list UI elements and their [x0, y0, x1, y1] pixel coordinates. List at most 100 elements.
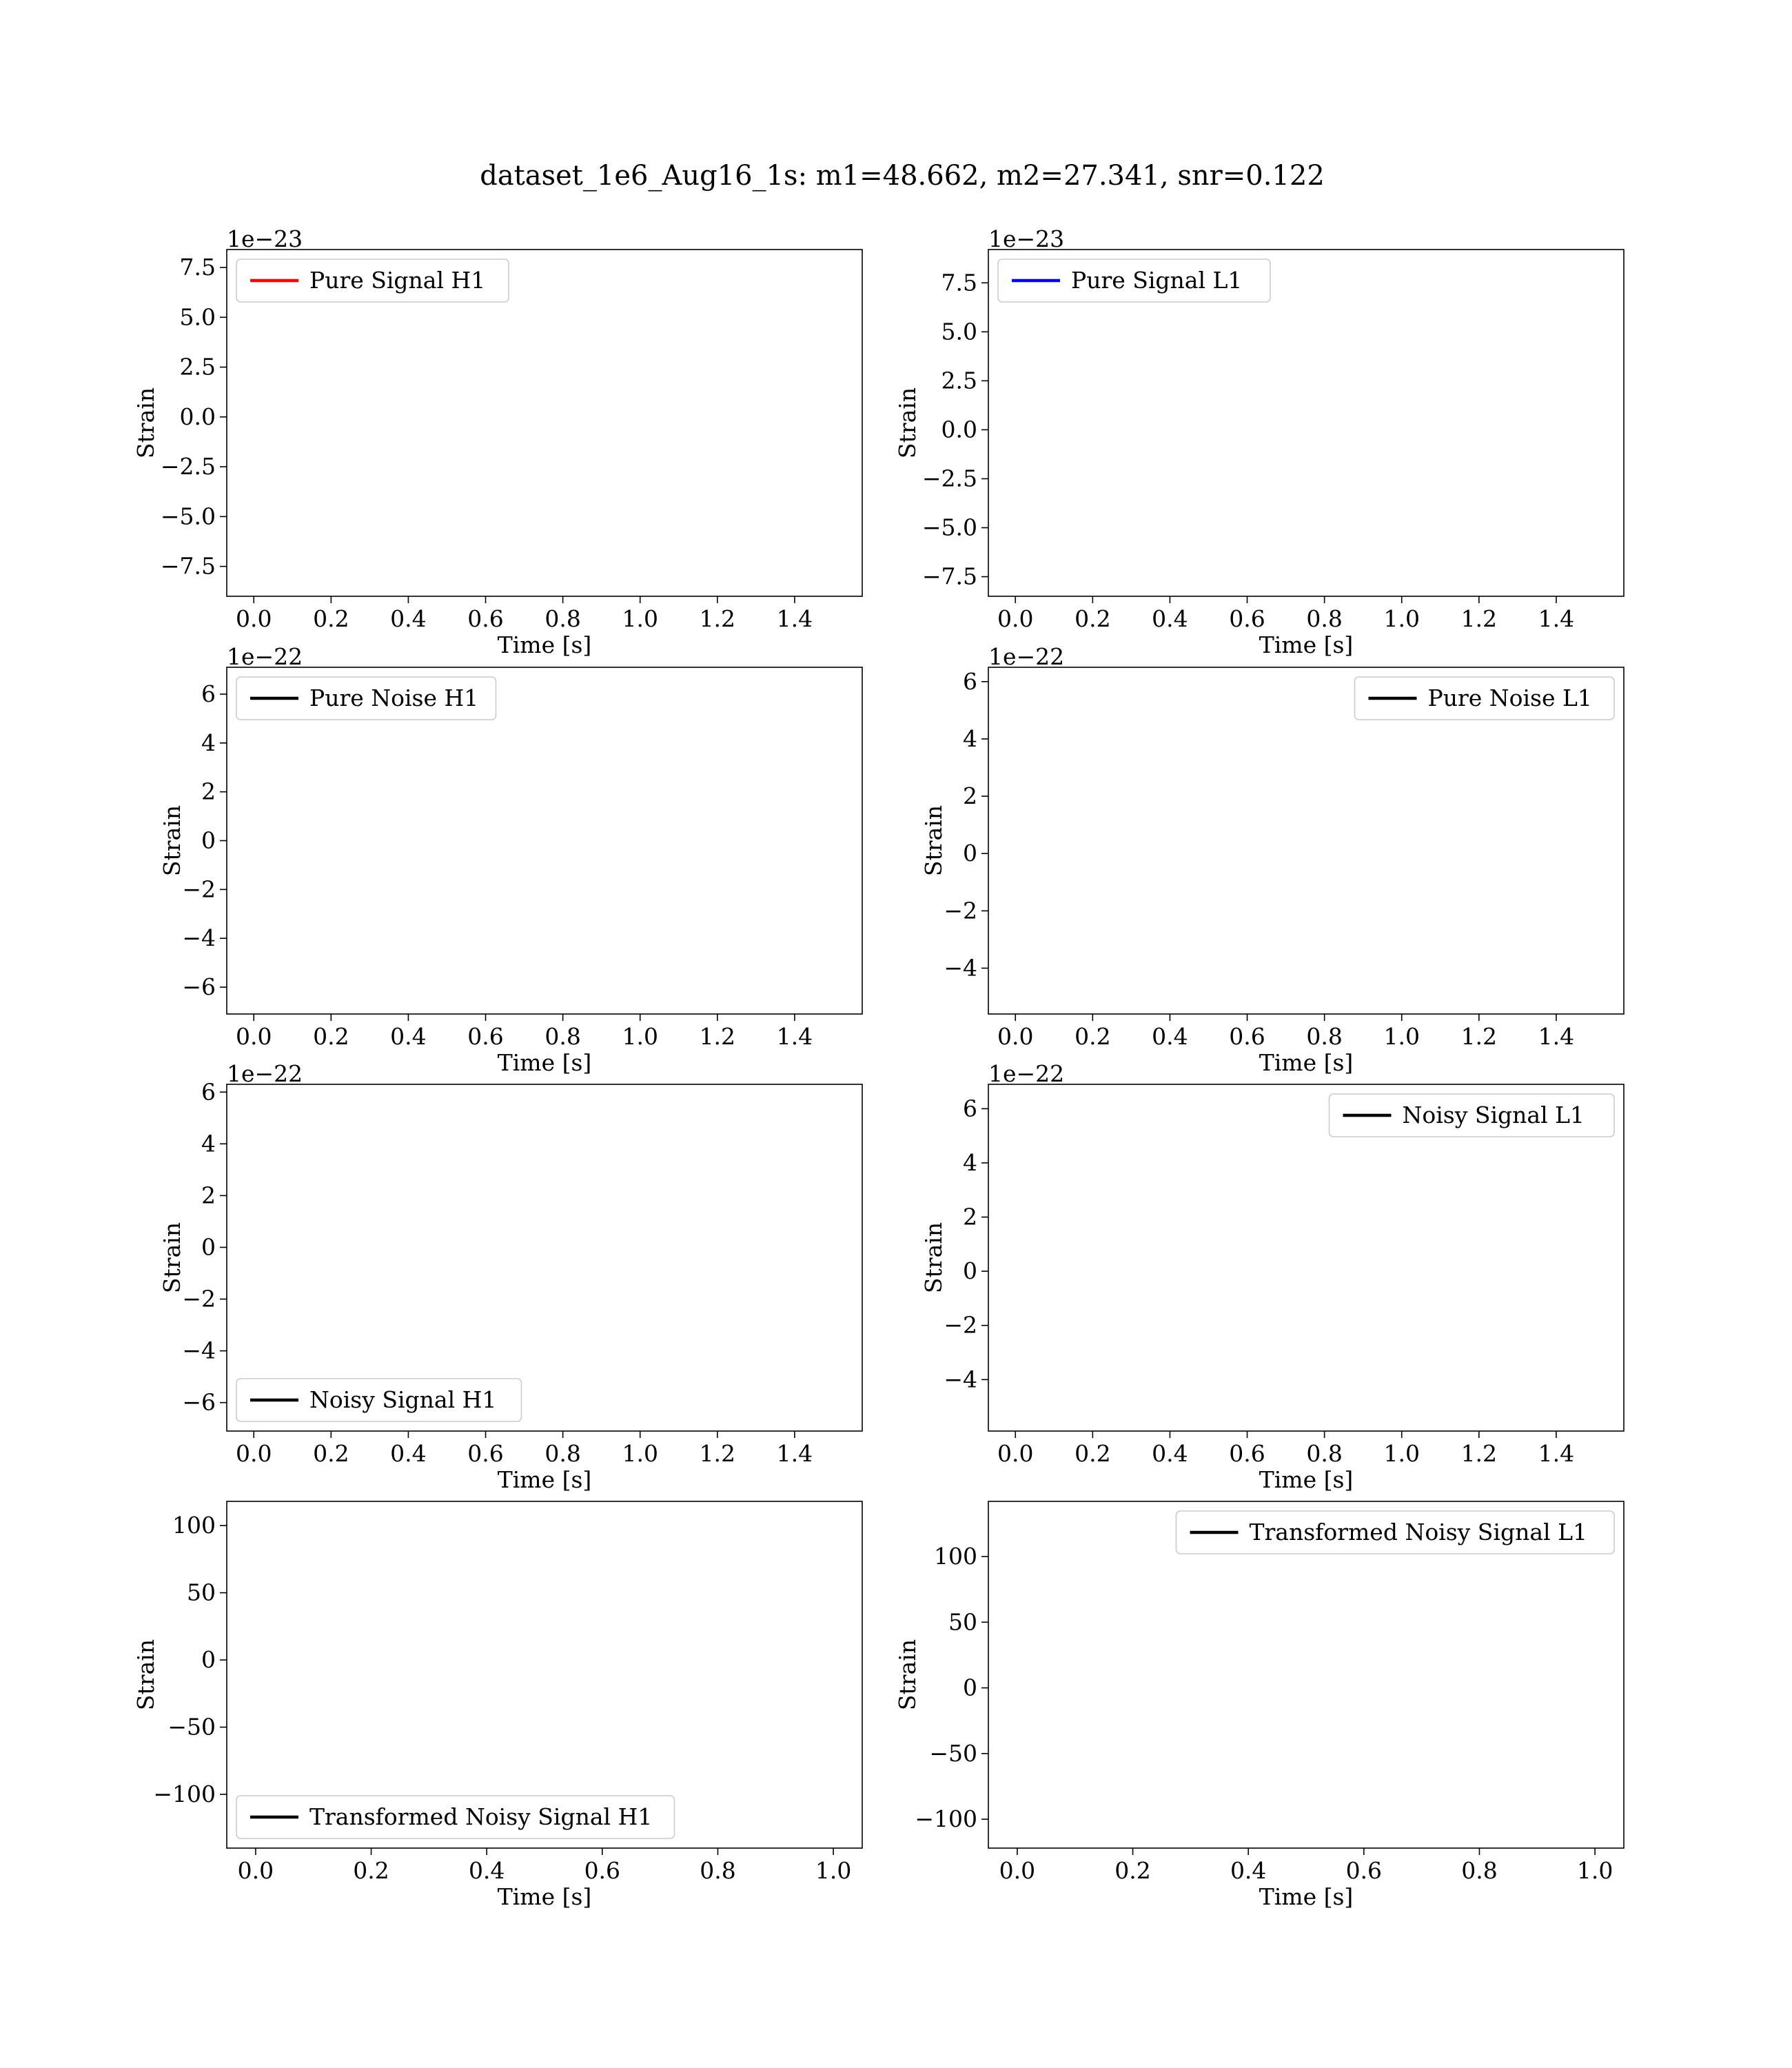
- pure-noise-h1-x-tick-label: 0.6: [467, 1023, 503, 1050]
- pure-signal-l1-x-ticks: 0.0 0.2 0.4 0.6 0.8 1.0 1.2 1.4: [997, 596, 1574, 632]
- noisy-signal-h1-y-tick-label: −6: [182, 1389, 216, 1416]
- pure-noise-h1-offset-label: 1e−22: [227, 643, 303, 670]
- transformed-noisy-signal-l1-y-tick-label: 0: [963, 1674, 977, 1701]
- subplot-grid: 0.0 0.2 0.4 0.6 0.8 1.0 1.2 1.4 −7.5 −5.0 −2.5 0.0 2…: [132, 225, 1625, 1910]
- noisy-signal-l1-x-ticks: 0.0 0.2 0.4 0.6 0.8 1.0 1.2 1.4: [997, 1431, 1574, 1467]
- noisy-signal-l1-y-tick-label: 0: [963, 1257, 977, 1284]
- transformed-noisy-signal-h1-x-ticks: 0.0 0.2 0.4 0.6 0.8 1.0: [238, 1848, 851, 1884]
- pure-noise-l1-y-tick-label: 6: [963, 668, 977, 695]
- transformed-noisy-signal-h1-x-tick-label: 0.6: [584, 1857, 620, 1884]
- noisy-signal-l1-y-axis-label: Strain: [920, 1222, 947, 1293]
- transformed-noisy-signal-h1-x-tick-label: 0.0: [238, 1857, 274, 1884]
- transformed-noisy-signal-h1-x-axis-label: Time [s]: [498, 1883, 592, 1910]
- noisy-signal-h1-x-tick-label: 1.4: [777, 1440, 813, 1467]
- pure-noise-h1-y-tick-label: 6: [201, 680, 216, 707]
- pure-signal-h1-y-axis-label: Strain: [132, 387, 159, 458]
- pure-signal-h1-x-tick-label: 1.2: [700, 605, 735, 632]
- pure-noise-l1-x-tick-label: 0.0: [997, 1023, 1033, 1050]
- noisy-signal-l1-y-tick-label: −4: [944, 1366, 977, 1392]
- pure-noise-l1-x-tick-label: 0.2: [1075, 1023, 1110, 1050]
- transformed-noisy-signal-h1-y-ticks: −100 −50 0 50 100: [153, 1512, 227, 1807]
- transformed-noisy-signal-h1-y-tick-label: −50: [167, 1714, 216, 1741]
- pure-signal-h1-axes-frame: [226, 249, 863, 597]
- pure-signal-l1-x-tick-label: 0.6: [1229, 605, 1265, 632]
- noisy-signal-h1-x-tick-label: 0.8: [544, 1440, 580, 1467]
- pure-signal-h1-y-tick-label: −5.0: [161, 503, 216, 529]
- pure-noise-h1-y-tick-label: −6: [182, 973, 216, 1000]
- transformed-noisy-signal-l1-y-tick-label: −50: [929, 1740, 977, 1767]
- pure-signal-h1-x-axis-label: Time [s]: [498, 631, 592, 658]
- pure-noise-l1-y-tick-label: −4: [944, 954, 977, 981]
- pure-signal-h1-x-tick-label: 1.4: [777, 605, 813, 632]
- noisy-signal-h1-x-axis-label: Time [s]: [498, 1466, 592, 1493]
- transformed-noisy-signal-l1-subplot: 0.0 0.2 0.4 0.6 0.8 1.0 −100 −50 0 50 100 Time [s] S…: [894, 1501, 1625, 1910]
- pure-signal-h1-x-tick-label: 0.6: [467, 605, 503, 632]
- pure-noise-h1-x-tick-label: 0.4: [390, 1023, 426, 1050]
- pure-noise-l1-legend-frame: [1354, 676, 1615, 720]
- pure-signal-h1-x-ticks: 0.0 0.2 0.4 0.6 0.8 1.0 1.2 1.4: [236, 596, 813, 632]
- pure-signal-l1-legend: Pure Signal L1: [997, 258, 1271, 303]
- pure-noise-l1-y-tick-label: −2: [944, 897, 977, 924]
- transformed-noisy-signal-h1-x-tick-label: 0.8: [700, 1857, 735, 1884]
- noisy-signal-h1-x-tick-label: 0.2: [313, 1440, 349, 1467]
- pure-noise-h1-x-tick-label: 0.0: [236, 1023, 272, 1050]
- pure-signal-l1-axes-frame: [988, 249, 1625, 597]
- noisy-signal-h1-x-ticks: 0.0 0.2 0.4 0.6 0.8 1.0 1.2 1.4: [236, 1431, 813, 1467]
- pure-signal-h1-y-tick-label: −7.5: [161, 553, 216, 580]
- transformed-noisy-signal-l1-x-tick-label: 0.0: [999, 1857, 1035, 1884]
- transformed-noisy-signal-l1-y-tick-label: 50: [948, 1608, 977, 1635]
- noisy-signal-l1-x-tick-label: 1.2: [1461, 1440, 1497, 1467]
- transformed-noisy-signal-l1-legend-label: Transformed Noisy Signal L1: [1250, 1519, 1587, 1545]
- transformed-noisy-signal-h1-x-tick-label: 1.0: [815, 1857, 851, 1884]
- noisy-signal-l1-y-tick-label: 2: [963, 1204, 977, 1230]
- pure-noise-l1-y-tick-label: 4: [963, 725, 977, 752]
- transformed-noisy-signal-h1-x-tick-label: 0.4: [469, 1857, 505, 1884]
- transformed-noisy-signal-h1-legend: Transformed Noisy Signal H1: [236, 1795, 675, 1839]
- noisy-signal-h1-legend-label: Noisy Signal H1: [309, 1386, 496, 1413]
- noisy-signal-l1-y-tick-label: 6: [963, 1095, 977, 1122]
- pure-noise-l1-y-tick-label: 0: [963, 840, 977, 866]
- noisy-signal-l1-legend: Noisy Signal L1: [1328, 1093, 1615, 1137]
- pure-signal-h1-y-tick-label: 0.0: [180, 403, 216, 430]
- transformed-noisy-signal-h1-y-tick-label: 50: [187, 1579, 216, 1606]
- pure-noise-h1-y-axis-label: Strain: [159, 805, 185, 876]
- transformed-noisy-signal-l1-legend: Transformed Noisy Signal L1: [1175, 1510, 1615, 1554]
- pure-signal-h1-x-tick-label: 0.8: [544, 605, 580, 632]
- noisy-signal-h1-y-axis-label: Strain: [159, 1222, 185, 1293]
- pure-noise-l1-axes-frame: [988, 667, 1625, 1015]
- pure-signal-h1-y-tick-label: 2.5: [180, 354, 216, 381]
- transformed-noisy-signal-l1-y-tick-label: 100: [934, 1543, 977, 1570]
- transformed-noisy-signal-l1-x-tick-label: 0.6: [1346, 1857, 1382, 1884]
- pure-signal-l1-y-tick-label: −2.5: [922, 465, 977, 491]
- pure-signal-h1-legend-frame: [236, 258, 509, 303]
- noisy-signal-l1-x-tick-label: 0.4: [1152, 1440, 1188, 1467]
- pure-noise-h1-legend-frame: [236, 676, 497, 720]
- pure-noise-l1-x-tick-label: 0.6: [1229, 1023, 1265, 1050]
- noisy-signal-h1-subplot: 0.0 0.2 0.4 0.6 0.8 1.0 1.2 1.4 −6 −4 −2 0 2 4 6 Time […: [159, 1060, 863, 1493]
- pure-noise-l1-y-tick-label: 2: [963, 782, 977, 809]
- pure-noise-h1-y-tick-label: −4: [182, 924, 216, 951]
- pure-noise-h1-y-tick-label: −2: [182, 875, 216, 902]
- pure-noise-l1-x-tick-label: 1.0: [1383, 1023, 1419, 1050]
- pure-signal-l1-legend-frame: [997, 258, 1271, 303]
- pure-signal-h1-subplot: 0.0 0.2 0.4 0.6 0.8 1.0 1.2 1.4 −7.5 −5.0 −2.5 0.0 2…: [132, 225, 863, 658]
- transformed-noisy-signal-l1-axes-frame: [988, 1501, 1625, 1849]
- noisy-signal-l1-y-ticks: −4 −2 0 2 4 6: [944, 1095, 988, 1392]
- transformed-noisy-signal-l1-x-tick-label: 1.0: [1577, 1857, 1613, 1884]
- noisy-signal-h1-axes-frame: [226, 1084, 863, 1432]
- pure-noise-h1-legend: Pure Noise H1: [236, 676, 497, 720]
- noisy-signal-l1-axes-frame: [988, 1084, 1625, 1432]
- transformed-noisy-signal-l1-x-ticks: 0.0 0.2 0.4 0.6 0.8 1.0: [999, 1848, 1613, 1884]
- noisy-signal-l1-x-tick-label: 1.0: [1383, 1440, 1419, 1467]
- pure-noise-h1-legend-label: Pure Noise H1: [309, 685, 478, 711]
- pure-signal-h1-x-tick-label: 0.0: [236, 605, 272, 632]
- transformed-noisy-signal-l1-x-tick-label: 0.2: [1114, 1857, 1150, 1884]
- pure-noise-l1-subplot: 0.0 0.2 0.4 0.6 0.8 1.0 1.2 1.4 −4 −2 0 2 4 6 Time [s]…: [920, 643, 1625, 1076]
- pure-signal-l1-y-tick-label: −7.5: [922, 563, 977, 590]
- noisy-signal-h1-legend: Noisy Signal H1: [236, 1378, 522, 1422]
- pure-signal-l1-y-tick-label: 5.0: [941, 318, 977, 345]
- pure-noise-l1-x-tick-label: 1.2: [1461, 1023, 1497, 1050]
- pure-signal-l1-x-axis-label: Time [s]: [1259, 631, 1354, 658]
- noisy-signal-h1-y-tick-label: −4: [182, 1337, 216, 1364]
